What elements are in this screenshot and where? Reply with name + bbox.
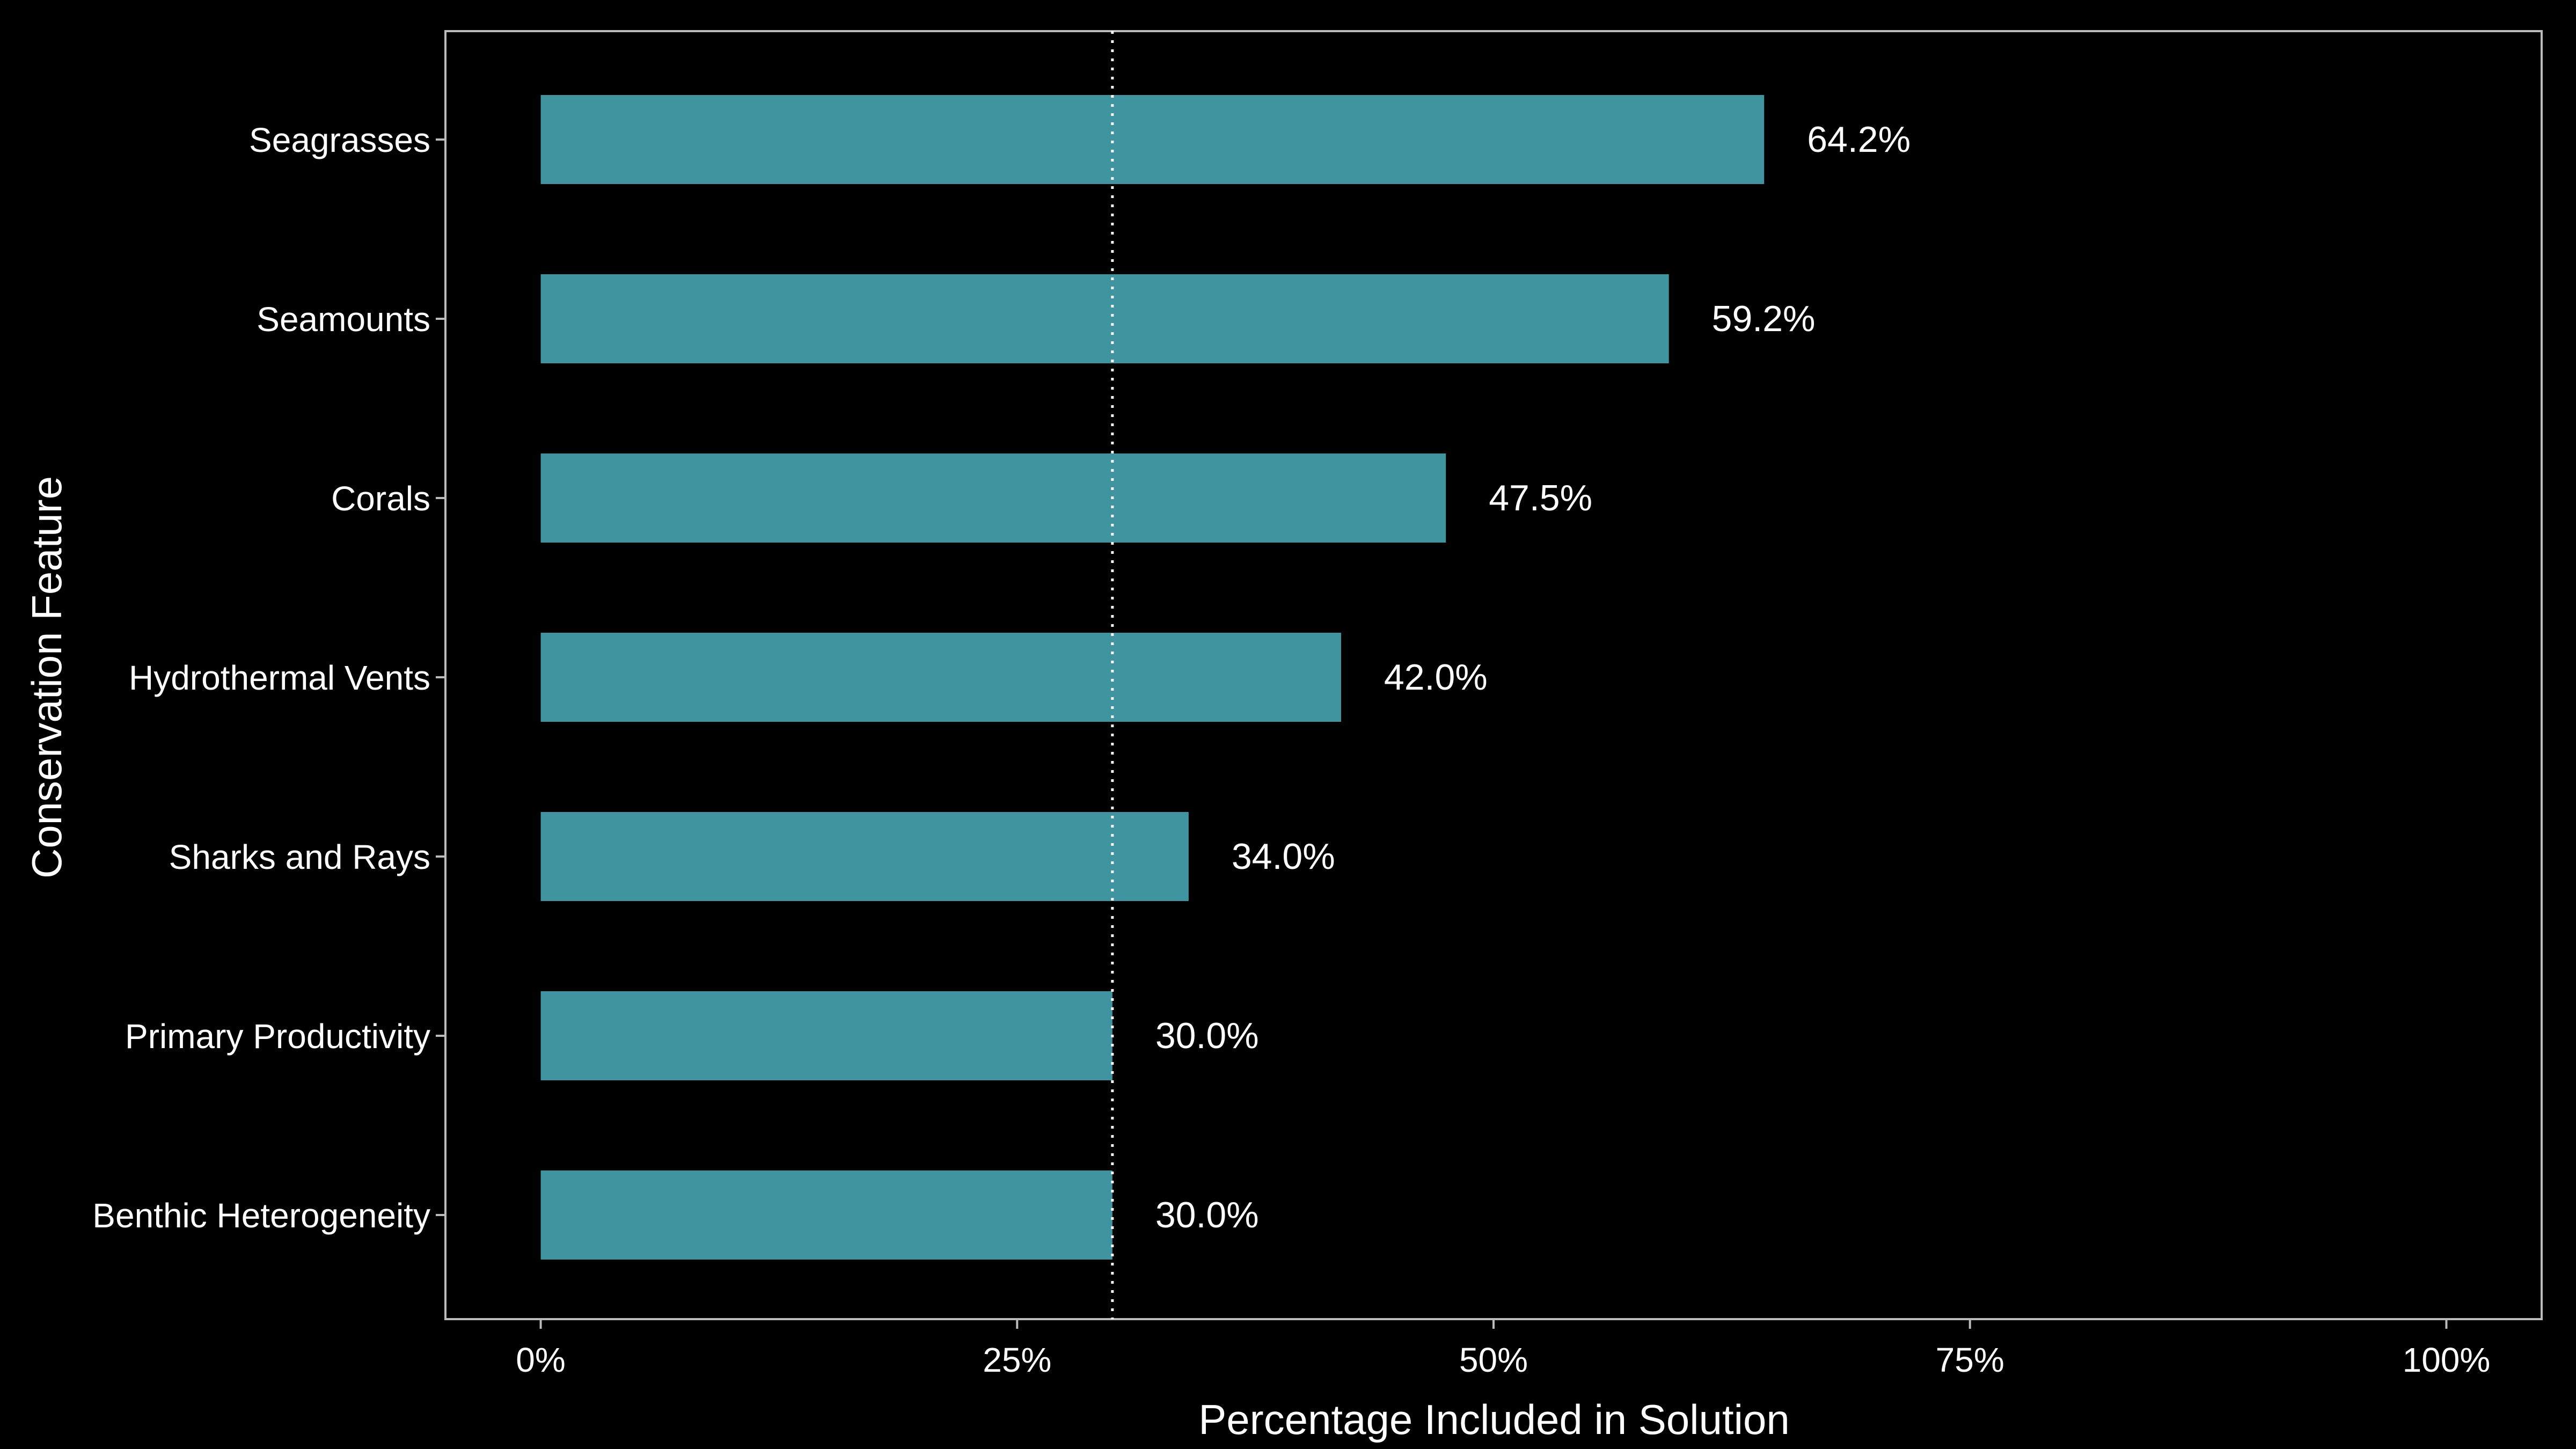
value-label-seamounts: 59.2%	[1712, 298, 1816, 339]
bars-group	[540, 95, 1765, 1260]
bar-sharks-and-rays	[540, 812, 1189, 901]
bar-benthic-heterogeneity	[540, 1170, 1113, 1260]
x-tick-label-0: 0%	[516, 1341, 566, 1379]
value-label-benthic-heterogeneity: 30.0%	[1155, 1195, 1259, 1235]
bar-hydrothermal-vents	[540, 633, 1341, 722]
y-tick-label-seagrasses: Seagrasses	[249, 121, 430, 159]
x-tick-label-100: 100%	[2403, 1341, 2491, 1379]
x-axis: 0% 25% 50% 75% 100%	[516, 1319, 2490, 1379]
x-tick-label-25: 25%	[983, 1341, 1051, 1379]
y-tick-label-seamounts: Seamounts	[257, 300, 430, 339]
y-axis-title: Conservation Feature	[23, 476, 70, 879]
y-tick-label-corals: Corals	[331, 479, 430, 518]
value-label-sharks-and-rays: 34.0%	[1232, 836, 1335, 877]
value-labels-group: 64.2% 59.2% 47.5% 42.0% 34.0% 30.0% 30.0%	[1155, 119, 1911, 1235]
x-axis-title: Percentage Included in Solution	[1198, 1396, 1789, 1443]
bar-seamounts	[540, 274, 1669, 363]
y-tick-label-primary-productivity: Primary Productivity	[125, 1017, 430, 1056]
y-tick-label-hydrothermal-vents: Hydrothermal Vents	[129, 658, 430, 697]
y-axis: Seagrasses Seamounts Corals Hydrothermal Ve…	[92, 121, 445, 1235]
value-label-primary-productivity: 30.0%	[1155, 1015, 1259, 1056]
bar-seagrasses	[540, 95, 1765, 184]
y-tick-label-sharks-and-rays: Sharks and Rays	[169, 838, 430, 876]
y-tick-label-benthic-heterogeneity: Benthic Heterogeneity	[92, 1196, 430, 1235]
bar-corals	[540, 453, 1446, 543]
value-label-corals: 47.5%	[1489, 478, 1592, 518]
value-label-seagrasses: 64.2%	[1807, 119, 1911, 160]
bar-primary-productivity	[540, 991, 1113, 1080]
x-tick-label-75: 75%	[1936, 1341, 2004, 1379]
x-tick-label-50: 50%	[1459, 1341, 1528, 1379]
value-label-hydrothermal-vents: 42.0%	[1384, 657, 1488, 698]
